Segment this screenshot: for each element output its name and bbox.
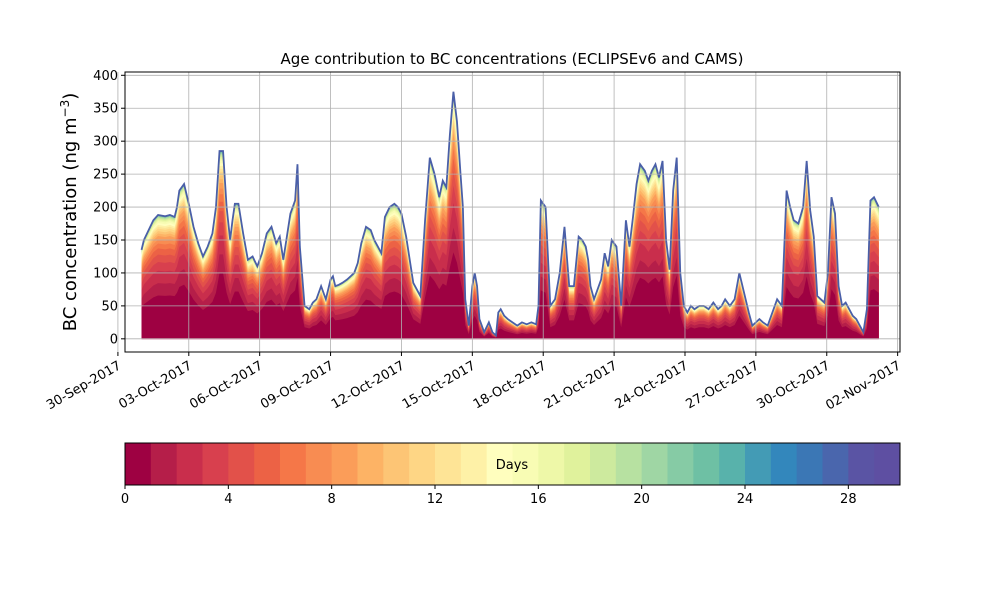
colorbar-tick-label-8: 8 <box>328 492 336 507</box>
colorbar-swatch-day-18 <box>590 443 617 485</box>
colorbar-swatch-day-2 <box>176 443 203 485</box>
y-axis-label-main: BC concentration (ng m <box>60 117 81 331</box>
y-tick-label-50: 50 <box>101 299 118 314</box>
y-tick-label-200: 200 <box>93 201 118 216</box>
y-tick-label-150: 150 <box>93 234 118 249</box>
colorbar-swatch-day-17 <box>564 443 591 485</box>
colorbar-swatch-day-23 <box>719 443 746 485</box>
colorbar-swatch-day-3 <box>202 443 229 485</box>
y-tick-label-0: 0 <box>110 332 118 347</box>
colorbar-tick-label-4: 4 <box>224 492 232 507</box>
colorbar-swatch-day-11 <box>409 443 436 485</box>
y-tick-label-350: 350 <box>93 102 118 117</box>
chart-title: Age contribution to BC concentrations (E… <box>281 50 744 68</box>
x-tick-label: 02-Nov-2017 <box>823 358 903 413</box>
colorbar-swatch-day-15 <box>512 443 539 485</box>
colorbar-swatch-day-10 <box>383 443 410 485</box>
colorbar-swatch-day-20 <box>641 443 668 485</box>
y-tick-label-400: 400 <box>93 69 118 84</box>
colorbar-swatch-day-12 <box>435 443 462 485</box>
y-axis-label-unit-power: −3 <box>58 100 72 118</box>
colorbar-swatch-day-24 <box>745 443 772 485</box>
colorbar-tick-label-24: 24 <box>737 492 754 507</box>
y-axis-label: BC concentration (ng m−3) <box>58 93 81 332</box>
y-axis-label-tail: ) <box>60 93 81 100</box>
colorbar-swatch-day-16 <box>538 443 565 485</box>
stacked-areas <box>140 91 880 340</box>
colorbar-label: Days <box>496 458 529 473</box>
colorbar-swatch-day-7 <box>305 443 333 485</box>
colorbar-swatch-day-6 <box>280 443 307 485</box>
total-concentration-line <box>140 91 880 338</box>
colorbar-swatch-day-19 <box>615 443 643 485</box>
colorbar: 0 4 8 12 16 20 24 28 <box>121 442 901 507</box>
colorbar-swatch-day-9 <box>357 443 384 485</box>
x-tick-label: 21-Oct-2017 <box>542 358 620 412</box>
colorbar-tick-label-28: 28 <box>840 492 857 507</box>
x-tick-label: 30-Oct-2017 <box>754 358 832 412</box>
colorbar-swatch-day-26 <box>796 443 823 485</box>
y-axis: 0 50 100 150 200 250 300 350 400 <box>93 69 125 347</box>
colorbar-swatch-day-22 <box>693 443 720 485</box>
x-tick-label: 18-Oct-2017 <box>471 358 549 412</box>
colorbar-swatch-day-27 <box>822 443 849 485</box>
x-tick-label: 15-Oct-2017 <box>400 358 478 412</box>
x-tick-label: 12-Oct-2017 <box>329 358 407 412</box>
x-tick-label: 27-Oct-2017 <box>683 358 761 412</box>
plot-area: 0 50 100 150 200 250 300 350 400 30-Sep-201703-Oc… <box>44 69 904 414</box>
colorbar-swatch-day-5 <box>254 443 281 485</box>
colorbar-swatch-day-28 <box>848 443 875 485</box>
colorbar-swatch-day-8 <box>331 443 358 485</box>
grid-lines <box>117 72 900 352</box>
x-tick-label: 09-Oct-2017 <box>258 358 336 412</box>
x-tick-label: 03-Oct-2017 <box>116 358 194 412</box>
colorbar-swatch-day-29 <box>874 443 901 485</box>
age-band-day-0 <box>141 252 879 339</box>
colorbar-swatch-day-21 <box>667 443 694 485</box>
x-axis: 30-Sep-201703-Oct-201706-Oct-201709-Oct-… <box>44 352 904 413</box>
y-tick-label-250: 250 <box>93 168 118 183</box>
colorbar-swatch-day-0 <box>125 443 152 485</box>
colorbar-tick-label-0: 0 <box>121 492 129 507</box>
colorbar-swatch-day-13 <box>460 443 488 485</box>
colorbar-tick-label-12: 12 <box>427 492 444 507</box>
y-tick-label-100: 100 <box>93 266 118 281</box>
colorbar-swatch-day-4 <box>228 443 255 485</box>
plot-frame <box>124 71 901 353</box>
x-tick-label: 06-Oct-2017 <box>187 358 265 412</box>
colorbar-frame <box>124 442 901 486</box>
colorbar-tick-label-20: 20 <box>633 492 650 507</box>
colorbar-tick-label-16: 16 <box>530 492 547 507</box>
x-tick-label: 24-Oct-2017 <box>613 358 691 412</box>
x-tick-label: 30-Sep-2017 <box>44 358 124 413</box>
colorbar-swatch-day-1 <box>150 443 178 485</box>
colorbar-swatch-day-14 <box>486 443 513 485</box>
y-tick-label-300: 300 <box>93 135 118 150</box>
colorbar-swatch-day-25 <box>770 443 798 485</box>
